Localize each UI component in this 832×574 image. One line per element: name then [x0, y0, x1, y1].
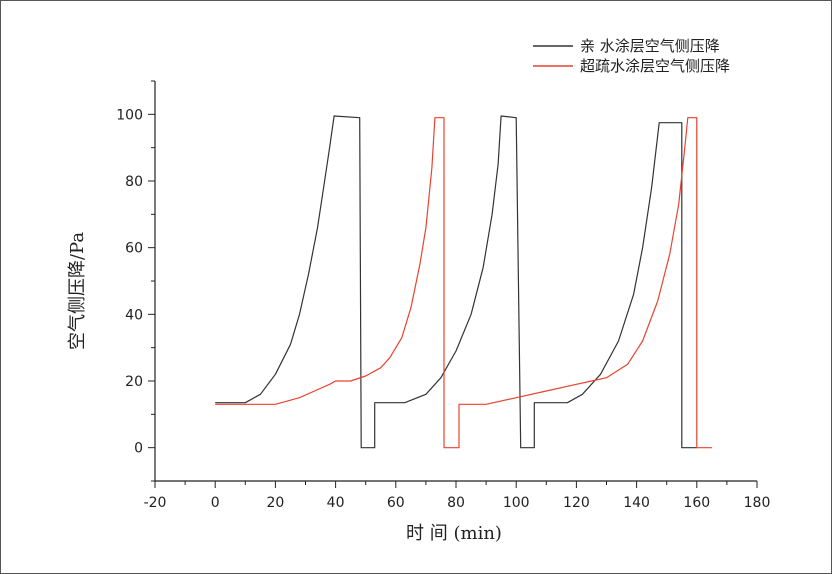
- x-tick-label: 20: [266, 495, 284, 511]
- x-tick-label: 80: [447, 495, 465, 511]
- series-line-1: [215, 115, 697, 449]
- series-line-2: [215, 117, 712, 449]
- x-tick-label: 40: [327, 495, 345, 511]
- y-tick-label: 40: [125, 307, 143, 323]
- x-tick-label: 160: [683, 495, 710, 511]
- y-tick-label: 20: [125, 374, 143, 390]
- x-tick-label: 100: [503, 495, 530, 511]
- y-tick-label: 100: [116, 107, 143, 123]
- x-tick-label: 0: [211, 495, 220, 511]
- y-tick-label: 0: [134, 441, 143, 457]
- legend-label-1: 亲 水涂层空气侧压降: [580, 37, 720, 55]
- x-axis-title: 时 间 (min): [406, 523, 502, 544]
- axes: [148, 80, 758, 488]
- plot-area: [215, 115, 712, 449]
- legend-label-2: 超疏水涂层空气侧压降: [580, 57, 730, 75]
- x-tick-label: 180: [744, 495, 771, 511]
- y-tick-label: 60: [125, 241, 143, 257]
- x-tick-label: 60: [387, 495, 405, 511]
- y-axis-title: 空气侧压降/Pa: [67, 232, 88, 350]
- x-tick-label: 120: [563, 495, 590, 511]
- y-tick-label: 80: [125, 174, 143, 190]
- tick-labels: -20 0 20 40 60 80 100 120 140 160 180 0 20 40 60 80 100: [116, 107, 770, 511]
- x-tick-label: 140: [623, 495, 650, 511]
- x-tick-label: -20: [144, 495, 167, 511]
